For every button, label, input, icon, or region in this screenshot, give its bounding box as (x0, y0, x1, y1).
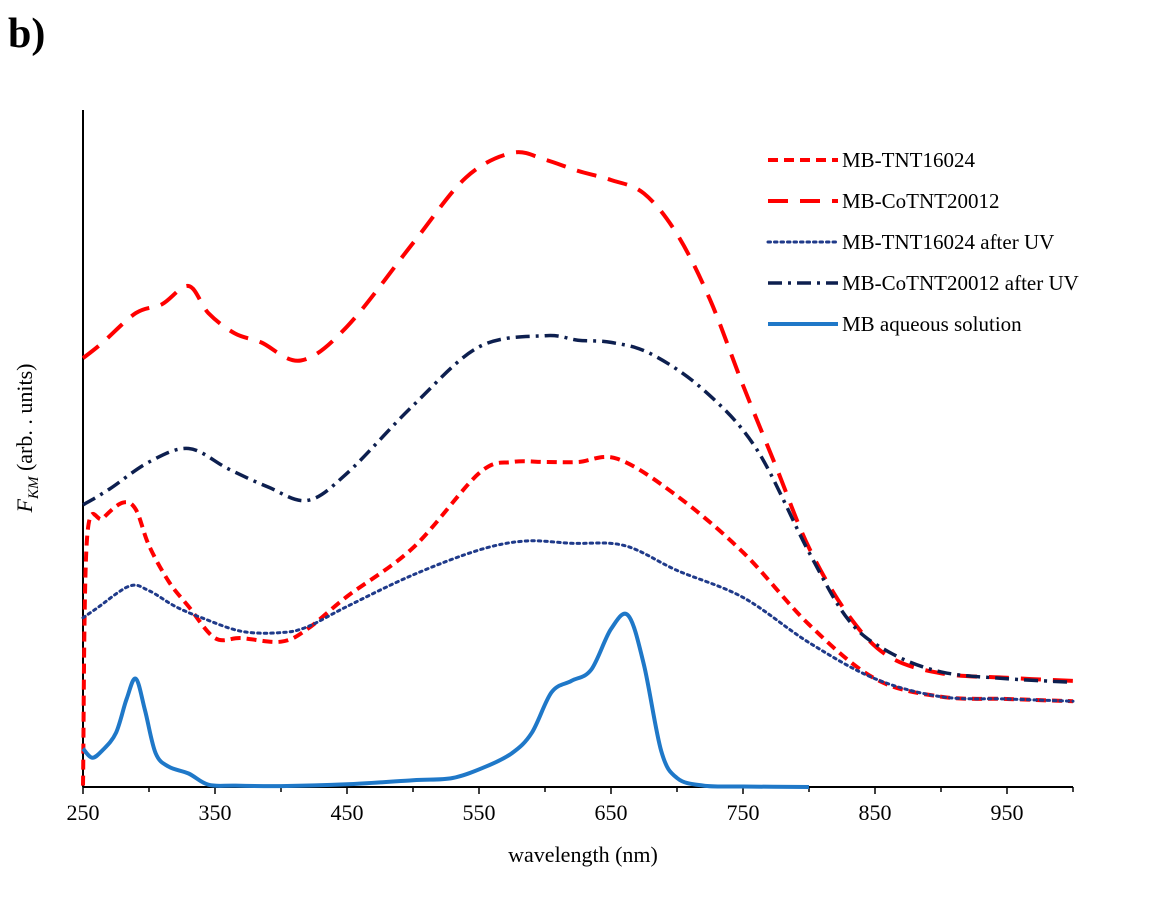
x-tick-label: 650 (595, 800, 628, 825)
x-tick-label: 850 (859, 800, 892, 825)
y-axis-title-sub: KM (26, 475, 42, 500)
series-line-4 (82, 333, 1074, 685)
y-axis-title-rest: (arb. . units) (12, 364, 37, 477)
x-axis-title: wavelength (nm) (508, 842, 658, 867)
panel-label: b) (8, 11, 46, 57)
series-line-1 (81, 454, 1074, 786)
legend-label-5: MB aqueous solution (842, 312, 1022, 336)
series-line-5 (81, 611, 810, 789)
x-tick-label: 450 (331, 800, 364, 825)
series-line-2 (81, 150, 1074, 683)
x-tick-label: 750 (727, 800, 760, 825)
x-tick-label: 350 (199, 800, 232, 825)
x-tick-label: 250 (67, 800, 100, 825)
y-axis-title: FKM (arb. . units) (12, 364, 42, 514)
series-layer (81, 150, 1075, 789)
legend-label-1: MB-TNT16024 (842, 148, 975, 172)
series-line-3 (81, 539, 1075, 703)
x-tick-label: 550 (463, 800, 496, 825)
axes: 250 350 450 550 650 750 850 950 (67, 110, 1074, 825)
legend-label-4: MB-CoTNT20012 after UV (842, 271, 1079, 295)
x-tick-label: 950 (991, 800, 1024, 825)
legend: MB-TNT16024 MB-CoTNT20012 MB-TNT16024 afte… (766, 148, 1079, 336)
legend-label-3: MB-TNT16024 after UV (842, 230, 1054, 254)
legend-label-2: MB-CoTNT20012 (842, 189, 1000, 213)
y-axis-title-main: F (12, 498, 37, 513)
